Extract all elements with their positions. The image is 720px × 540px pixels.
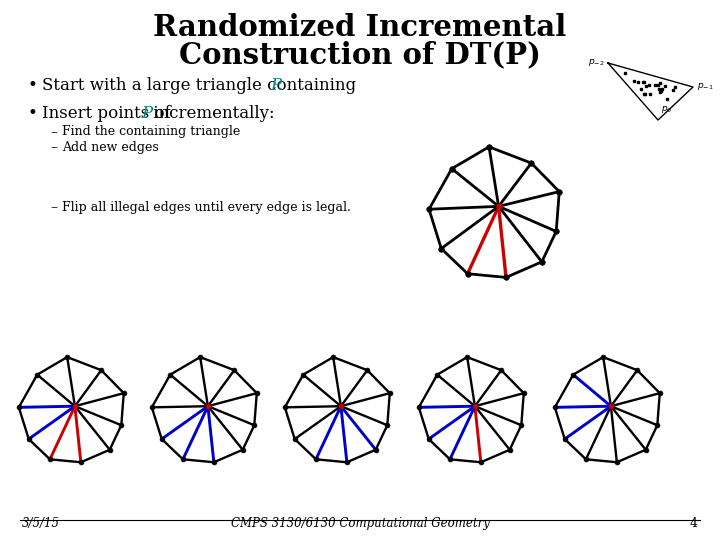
Text: Find the containing triangle: Find the containing triangle bbox=[62, 125, 240, 138]
Text: –: – bbox=[50, 200, 57, 214]
Text: Randomized Incremental: Randomized Incremental bbox=[153, 13, 567, 42]
Text: P: P bbox=[141, 105, 153, 123]
Text: Start with a large triangle containing: Start with a large triangle containing bbox=[42, 78, 361, 94]
Text: CMPS 3130/6130 Computational Geometry: CMPS 3130/6130 Computational Geometry bbox=[230, 517, 490, 530]
Text: $p_0$: $p_0$ bbox=[661, 104, 672, 115]
Text: Construction of DT(P): Construction of DT(P) bbox=[179, 40, 541, 69]
Text: Add new edges: Add new edges bbox=[62, 140, 158, 153]
Text: –: – bbox=[50, 125, 57, 139]
Text: 3/5/15: 3/5/15 bbox=[22, 517, 60, 530]
Text: $p_{-2}$: $p_{-2}$ bbox=[588, 57, 604, 68]
Text: •: • bbox=[28, 78, 38, 94]
Text: $p_{-1}$: $p_{-1}$ bbox=[697, 82, 714, 92]
Text: Insert points of: Insert points of bbox=[42, 105, 176, 123]
Text: P.: P. bbox=[270, 78, 283, 94]
Text: incrementally:: incrementally: bbox=[148, 105, 275, 123]
Text: 4: 4 bbox=[690, 517, 698, 530]
Text: –: – bbox=[50, 140, 57, 154]
Text: •: • bbox=[28, 105, 38, 123]
Text: Flip all illegal edges until every edge is legal.: Flip all illegal edges until every edge … bbox=[62, 200, 351, 213]
